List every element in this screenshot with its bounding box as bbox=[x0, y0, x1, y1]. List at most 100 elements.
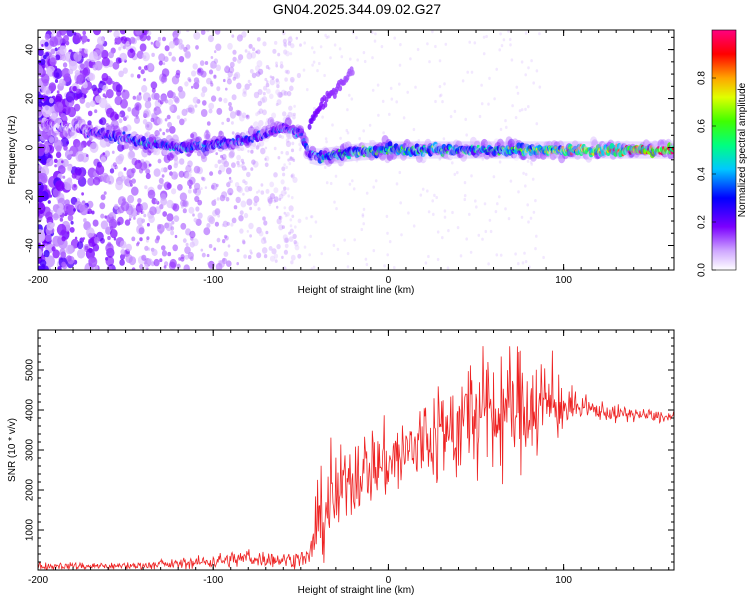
noise-blob bbox=[265, 230, 269, 235]
noise-blob bbox=[312, 60, 316, 64]
noise-blob bbox=[371, 88, 375, 92]
ridge-mark bbox=[441, 153, 445, 157]
noise-blob bbox=[71, 100, 75, 104]
noise-blob bbox=[236, 262, 239, 266]
noise-blob bbox=[76, 88, 81, 94]
noise-blob bbox=[113, 30, 120, 39]
noise-blob bbox=[180, 254, 185, 260]
noise-blob bbox=[241, 239, 246, 244]
noise-blob bbox=[200, 187, 203, 191]
noise-blob bbox=[172, 203, 180, 212]
noise-blob bbox=[248, 222, 254, 230]
noise-blob bbox=[285, 212, 290, 217]
noise-blob bbox=[286, 90, 292, 97]
noise-blob bbox=[117, 216, 124, 225]
noise-blob bbox=[249, 206, 253, 211]
noise-blob bbox=[146, 35, 151, 41]
noise-blob bbox=[222, 220, 229, 228]
noise-blob bbox=[118, 46, 122, 51]
noise-blob bbox=[285, 138, 290, 143]
noise-blob bbox=[178, 170, 185, 178]
noise-blob bbox=[290, 254, 296, 261]
noise-blob bbox=[101, 73, 109, 82]
noise-blob bbox=[42, 96, 47, 102]
noise-blob bbox=[85, 154, 89, 158]
noise-blob bbox=[469, 250, 473, 254]
noise-blob bbox=[55, 151, 62, 159]
noise-blob bbox=[171, 75, 180, 85]
noise-blob bbox=[324, 137, 328, 141]
noise-blob bbox=[303, 41, 307, 45]
y-tick-label: 20 bbox=[25, 93, 36, 105]
noise-blob bbox=[162, 211, 168, 217]
noise-blob bbox=[215, 152, 218, 156]
noise-blob bbox=[186, 30, 190, 33]
noise-blob bbox=[446, 266, 450, 270]
noise-blob bbox=[280, 89, 287, 96]
branch-mark bbox=[323, 101, 328, 108]
noise-blob bbox=[240, 164, 244, 168]
noise-blob bbox=[308, 253, 312, 257]
noise-blob bbox=[253, 195, 260, 203]
ridge-mark bbox=[381, 135, 389, 145]
noise-blob bbox=[284, 77, 288, 82]
noise-blob bbox=[215, 64, 221, 72]
noise-blob bbox=[385, 214, 389, 218]
noise-blob bbox=[246, 171, 251, 178]
noise-blob bbox=[453, 109, 457, 113]
noise-blob bbox=[75, 106, 80, 112]
noise-blob bbox=[74, 69, 80, 76]
ridge-mark bbox=[165, 134, 173, 145]
noise-blob bbox=[98, 97, 108, 109]
noise-blob bbox=[473, 41, 477, 45]
noise-blob bbox=[58, 78, 66, 87]
noise-blob bbox=[524, 172, 528, 176]
y-tick-label: 0 bbox=[25, 144, 36, 150]
noise-blob bbox=[365, 191, 369, 195]
noise-blob bbox=[487, 102, 490, 106]
noise-blob bbox=[365, 262, 369, 267]
noise-blob bbox=[46, 157, 54, 167]
noise-blob bbox=[499, 127, 503, 131]
noise-blob bbox=[49, 97, 54, 104]
noise-blob bbox=[316, 69, 319, 73]
branch-mark bbox=[350, 69, 355, 76]
ridge-mark bbox=[305, 143, 309, 147]
noise-blob bbox=[443, 215, 447, 219]
noise-blob bbox=[398, 82, 401, 86]
noise-blob bbox=[138, 227, 145, 235]
noise-blob bbox=[139, 43, 147, 52]
noise-blob bbox=[324, 165, 327, 169]
noise-blob bbox=[310, 267, 314, 270]
noise-blob bbox=[49, 57, 57, 66]
noise-blob bbox=[161, 174, 165, 178]
noise-blob bbox=[334, 174, 338, 178]
noise-blob bbox=[193, 31, 201, 40]
noise-blob bbox=[115, 165, 119, 170]
noise-blob bbox=[38, 172, 48, 185]
noise-blob bbox=[161, 183, 165, 187]
noise-blob bbox=[82, 82, 88, 89]
noise-blob bbox=[424, 261, 428, 265]
noise-blob bbox=[119, 259, 125, 266]
noise-blob bbox=[132, 95, 136, 100]
noise-blob bbox=[248, 186, 253, 192]
noise-blob bbox=[169, 125, 176, 134]
noise-blob bbox=[261, 247, 268, 254]
noise-blob bbox=[83, 218, 87, 223]
noise-blob bbox=[217, 159, 222, 164]
noise-blob bbox=[139, 237, 143, 242]
noise-blob bbox=[275, 64, 279, 68]
noise-blob bbox=[246, 114, 249, 118]
noise-blob bbox=[164, 45, 170, 52]
noise-blob bbox=[286, 187, 290, 191]
noise-blob bbox=[118, 113, 122, 117]
noise-blob bbox=[130, 73, 134, 78]
noise-blob bbox=[163, 56, 169, 63]
noise-blob bbox=[125, 115, 129, 119]
noise-blob bbox=[343, 238, 347, 242]
noise-blob bbox=[147, 150, 152, 156]
noise-blob bbox=[120, 253, 125, 260]
noise-blob bbox=[252, 142, 256, 148]
noise-blob bbox=[488, 76, 491, 80]
